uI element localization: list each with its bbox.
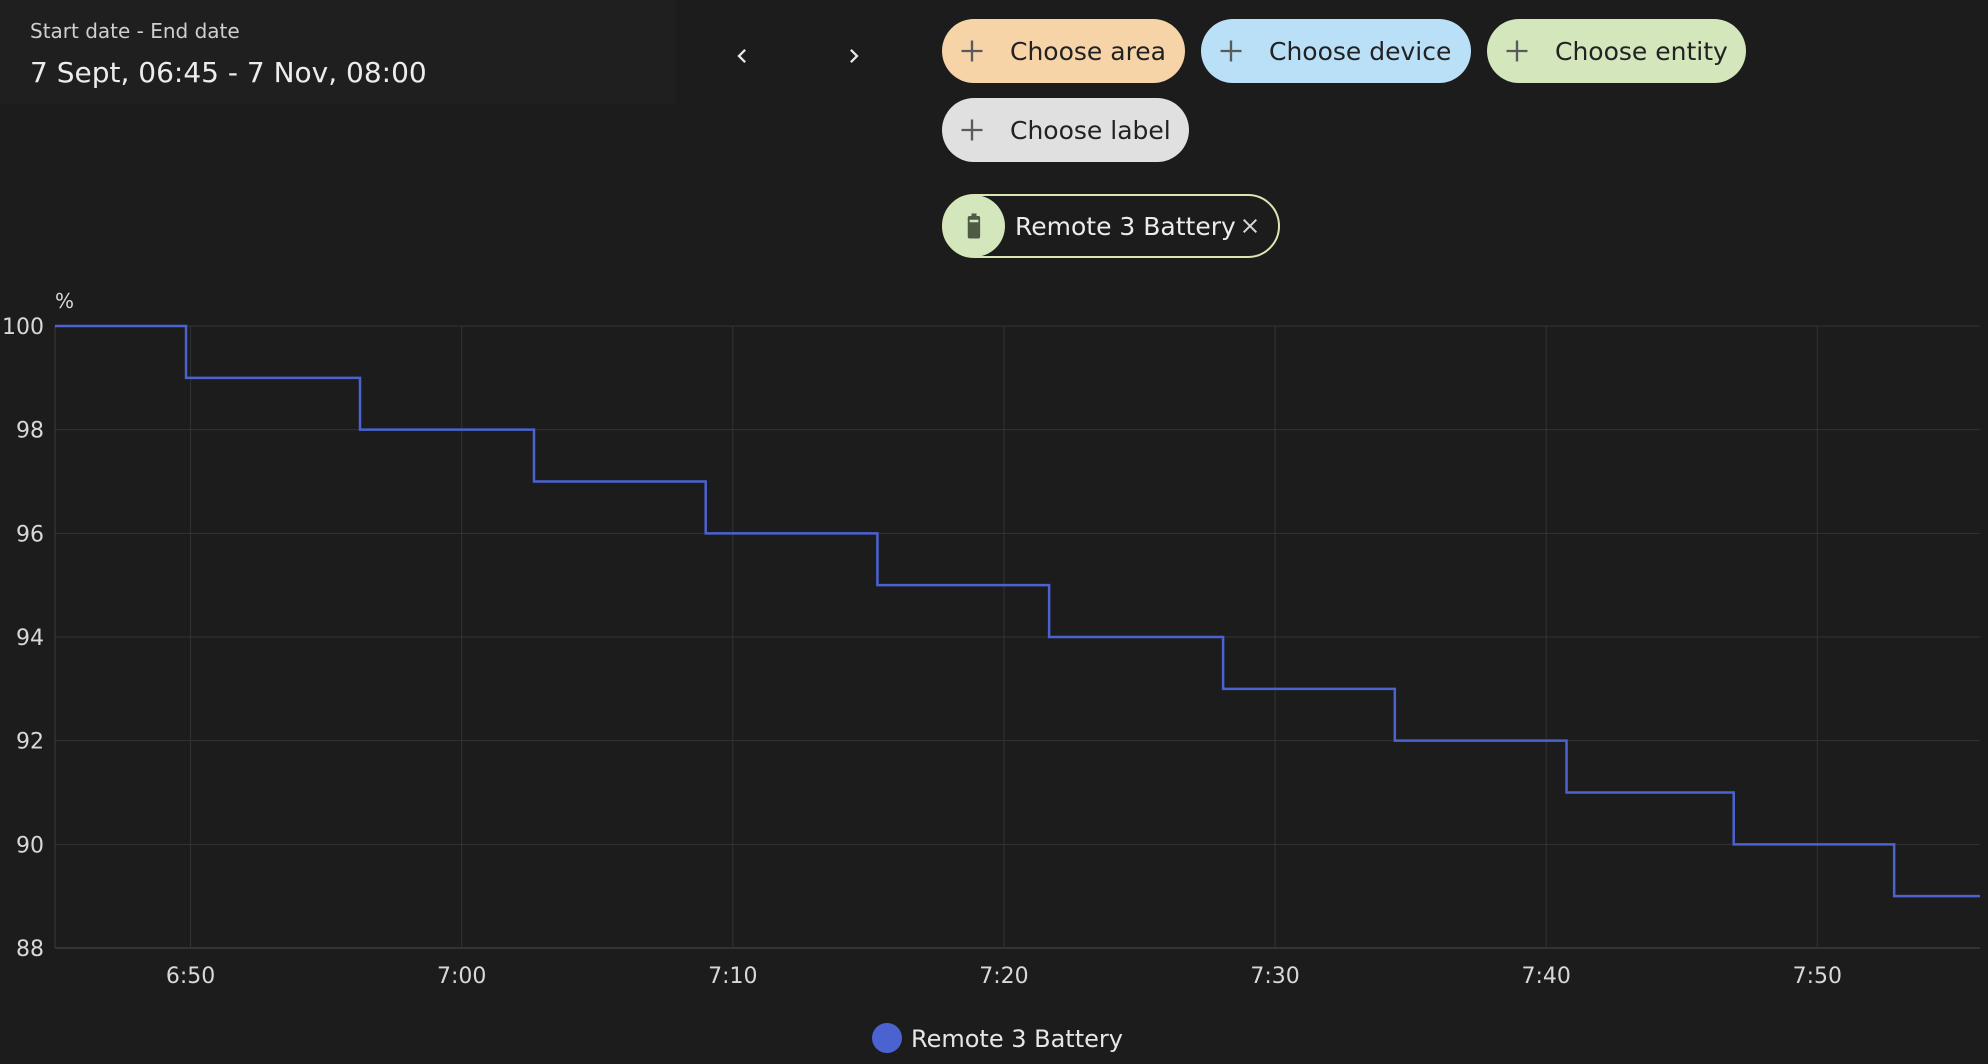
y-tick-label: 100 [2, 315, 44, 340]
selected-entity-label: Remote 3 Battery [1015, 211, 1236, 241]
choose-area-label: Choose area [1010, 36, 1166, 66]
choose-entity-button[interactable]: Choose entity [1487, 19, 1746, 83]
battery-history-chart: 100 98 96 94 92 90 88 6:50 7:00 7:10 7:20 7:30 7:40… [2, 289, 1980, 1053]
y-tick-label: 92 [16, 730, 44, 755]
x-tick-label: 7:20 [979, 964, 1028, 989]
x-tick-label: 7:40 [1521, 964, 1570, 989]
chevron-right-icon [850, 49, 859, 63]
remove-entity-button[interactable] [1236, 212, 1264, 240]
choose-label-button[interactable]: Choose label [942, 98, 1189, 162]
y-axis-unit: % [55, 289, 74, 313]
chart-legend[interactable]: Remote 3 Battery [872, 1023, 1123, 1053]
legend-label: Remote 3 Battery [911, 1025, 1123, 1053]
x-tick-label: 7:30 [1250, 964, 1299, 989]
grid-lines [54, 325, 1980, 949]
plus-icon [1503, 37, 1531, 65]
series-line-remote-3-battery [55, 324, 1980, 898]
legend-color-dot [872, 1023, 902, 1053]
battery-icon [943, 195, 1005, 257]
x-tick-label: 6:50 [166, 964, 215, 989]
choose-entity-label: Choose entity [1555, 36, 1728, 66]
plus-icon [1217, 37, 1245, 65]
x-tick-label: 7:00 [437, 964, 486, 989]
y-tick-label: 88 [16, 937, 44, 962]
selected-entity-chip[interactable]: Remote 3 Battery [942, 194, 1280, 258]
plus-icon [958, 116, 986, 144]
y-axis: 100 98 96 94 92 90 88 [2, 315, 44, 962]
date-range-label: Start date - End date [30, 19, 240, 43]
y-tick-label: 96 [16, 522, 44, 547]
y-tick-label: 94 [16, 626, 44, 651]
x-axis: 6:50 7:00 7:10 7:20 7:30 7:40 7:50 [166, 964, 1842, 989]
x-tick-label: 7:10 [708, 964, 757, 989]
next-period-button[interactable] [824, 26, 884, 86]
y-tick-label: 98 [16, 419, 44, 444]
y-tick-label: 90 [16, 833, 44, 858]
chevron-left-icon [737, 49, 746, 63]
choose-area-button[interactable]: Choose area [942, 19, 1185, 83]
date-range-picker[interactable]: Start date - End date 7 Sept, 06:45 - 7 … [0, 0, 676, 104]
date-range-value: 7 Sept, 06:45 - 7 Nov, 08:00 [30, 56, 427, 89]
close-icon [1243, 219, 1257, 233]
plus-icon [958, 37, 986, 65]
x-tick-label: 7:50 [1793, 964, 1842, 989]
choose-label-label: Choose label [1010, 115, 1171, 145]
choose-device-label: Choose device [1269, 36, 1452, 66]
previous-period-button[interactable] [712, 26, 772, 86]
choose-device-button[interactable]: Choose device [1201, 19, 1471, 83]
